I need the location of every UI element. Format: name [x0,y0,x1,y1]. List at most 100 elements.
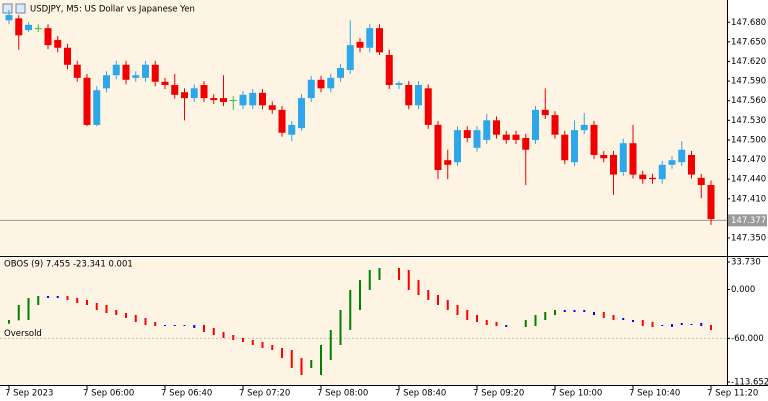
candle-body [132,75,140,78]
candle-body [356,41,364,48]
y-tick-label: 147.680 [731,18,766,28]
candle-body [483,120,491,140]
candle-body [15,18,23,36]
candle-body [541,109,549,116]
candle-body [83,77,91,125]
candle-body [629,143,637,175]
y-tick-label: 147.500 [731,135,766,145]
candle-body [619,143,627,172]
y-tick-label: 147.650 [731,37,766,47]
candle-body [327,77,335,89]
candle-body [210,98,218,101]
y-tick-label: 147.350 [731,234,766,244]
candle-body [278,109,286,133]
candle-body [259,92,266,106]
candle-body [658,164,666,180]
y-tick-label: -113.652 [731,378,768,388]
candle-body [376,28,383,53]
candle-body [268,105,276,110]
last-price-box [728,214,767,227]
y-tick-label: -60.000 [731,334,764,344]
icon[interactable] [2,3,13,14]
candle-body [93,90,101,125]
candle-body [25,24,32,31]
candle-body [395,83,403,86]
candle-body [346,45,354,70]
candle-body [249,92,257,106]
toolbar-icons [2,3,26,14]
candle-body [142,64,149,78]
y-tick-label: 33.730 [731,258,761,268]
candle-body [434,124,442,171]
candle-body [532,109,539,140]
candle-body [229,100,237,102]
candle-body [668,160,676,165]
candle-body [444,160,452,165]
x-tick-label: 7 Sep 10:40 [629,389,680,399]
x-tick-label: 7 Sep 08:00 [317,389,368,399]
candle-body [171,85,179,95]
candle-body [424,88,432,125]
candle-body [678,149,686,163]
candle-body [190,88,198,99]
y-tick-label: 147.440 [731,175,766,185]
candle-body [73,64,81,78]
candle-body [600,154,608,159]
candle-body [200,85,208,99]
candle-body [522,137,530,150]
indicator-title: OBOS (9) 7.455 -23.341 0.001 [4,260,133,270]
x-tick-label: 7 Sep 06:00 [83,389,134,399]
y-tick-label: 147.470 [731,155,766,165]
y-tick-label: 147.620 [731,57,766,67]
candle-body [337,68,344,78]
y-tick-label: 147.560 [731,96,766,106]
chart-title: USDJPY, M5: US Dollar vs Japanese Yen [30,5,195,15]
icon[interactable] [15,3,26,14]
candle-body [181,92,188,99]
candle-body [688,154,695,175]
candle-body [220,98,227,103]
candle-body [385,54,393,86]
candle-body [112,64,120,76]
candle-body [580,124,588,131]
candle-body [307,79,315,99]
candle-body [239,94,247,106]
candle-body [590,124,598,155]
candle-body [463,130,471,138]
y-tick-label: 147.590 [731,77,766,87]
x-tick-label: 7 Sep 08:40 [395,389,446,399]
x-tick-label: 7 Sep 07:20 [239,389,290,399]
y-tick-label: 147.410 [731,194,766,204]
indicator-panel [0,258,727,385]
x-tick-label: 7 Sep 11:20 [707,389,758,399]
candle-body [571,130,578,163]
candle-body [561,134,569,161]
level-label: Oversold [4,329,42,339]
candle-body [707,185,715,220]
price-panel [0,0,727,255]
candle-body [288,124,296,135]
y-tick-label: 147.530 [731,116,766,126]
x-tick-label: 7 Sep 09:20 [473,389,524,399]
candle-body [697,177,705,186]
candle-body [44,28,52,46]
candle-body [5,15,13,21]
candle-body [610,154,617,175]
candle-body [415,85,422,106]
candle-body [151,64,159,82]
candle-body [64,47,71,65]
candle-body [502,134,510,140]
candle-body [366,28,374,48]
candle-body [103,75,110,89]
candle-body [298,98,305,129]
candle-body [512,134,520,140]
candle-body [405,85,413,106]
candle-body [54,39,62,48]
candle-body [454,130,461,163]
candle-body [317,79,325,89]
candle-body [161,81,169,86]
candle-body [639,174,647,180]
candle-body [34,28,42,30]
x-tick-label: 7 Sep 2023 [5,389,53,399]
